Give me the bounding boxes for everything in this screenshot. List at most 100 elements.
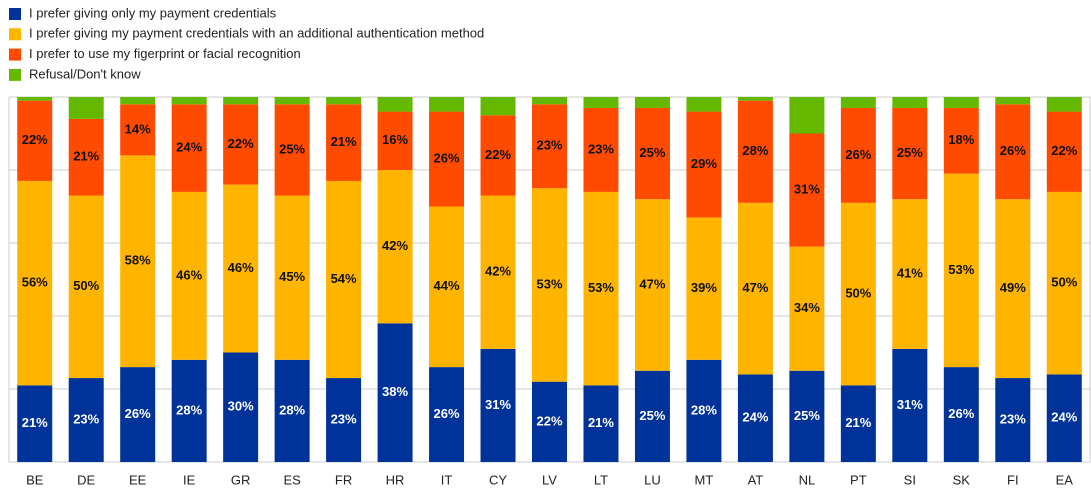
bar-segment: [892, 107, 928, 200]
value-label: 42%: [382, 238, 408, 253]
bar-segment: [995, 378, 1031, 462]
bar-segment: [943, 97, 979, 108]
value-label: 54%: [331, 271, 357, 286]
bar-segment: [789, 133, 825, 247]
bar-segment: [17, 100, 53, 181]
x-tick-label: LV: [542, 472, 557, 487]
value-label: 31%: [794, 182, 820, 197]
bar-segment: [995, 104, 1031, 200]
value-label: 45%: [279, 269, 305, 284]
value-label: 58%: [125, 253, 151, 268]
value-label: 23%: [536, 138, 562, 153]
value-label: 50%: [1051, 275, 1077, 290]
bar-segment: [120, 367, 156, 462]
value-label: 21%: [22, 415, 48, 430]
bar-segment: [171, 359, 207, 462]
value-label: 49%: [1000, 280, 1026, 295]
value-label: 23%: [1000, 411, 1026, 426]
value-label: 53%: [948, 262, 974, 277]
bar-segment: [737, 202, 773, 375]
bar-segment: [840, 97, 876, 108]
x-tick-label: NL: [799, 472, 816, 487]
bar-segment: [892, 97, 928, 108]
bar-segment: [634, 199, 670, 371]
bar-segment: [686, 97, 722, 112]
value-label: 26%: [948, 406, 974, 421]
value-label: 23%: [588, 141, 614, 156]
x-tick-label: GR: [231, 472, 251, 487]
bar-segment: [634, 97, 670, 108]
x-tick-label: EE: [129, 472, 147, 487]
bar-segment: [634, 107, 670, 200]
value-label: 14%: [125, 121, 151, 136]
bar-segment: [840, 385, 876, 462]
value-label: 26%: [434, 406, 460, 421]
value-label: 25%: [794, 408, 820, 423]
value-label: 24%: [1051, 410, 1077, 425]
bar-segment: [789, 97, 825, 134]
bar-segment: [377, 170, 413, 324]
x-tick-label: FI: [1007, 472, 1019, 487]
x-tick-label: HR: [386, 472, 405, 487]
bar-segment: [532, 104, 567, 189]
bar-segment: [532, 381, 567, 462]
value-label: 21%: [331, 134, 357, 149]
value-label: 26%: [1000, 143, 1026, 158]
bar-segment: [120, 155, 156, 368]
value-label: 24%: [742, 410, 768, 425]
value-label: 53%: [536, 276, 562, 291]
bar-segment: [995, 97, 1031, 105]
x-tick-label: LU: [644, 472, 661, 487]
value-label: 44%: [434, 278, 460, 293]
value-label: 22%: [22, 132, 48, 147]
bar-segment: [943, 367, 979, 462]
x-tick-label: BE: [26, 472, 44, 487]
legend-label: I prefer giving my payment credentials w…: [29, 26, 484, 41]
bar-segment: [377, 323, 413, 462]
bar-segment: [480, 348, 516, 462]
value-label: 41%: [897, 265, 923, 280]
bar-segment: [943, 107, 979, 174]
x-tick-label: ES: [283, 472, 301, 487]
bar-segment: [223, 104, 259, 185]
bar-segment: [68, 118, 104, 196]
bar-segment: [995, 199, 1031, 379]
value-label: 25%: [639, 408, 665, 423]
value-label: 16%: [382, 132, 408, 147]
value-label: 25%: [897, 145, 923, 160]
bar-segment: [737, 374, 773, 462]
legend-label: I prefer to use my figerprint or facial …: [29, 46, 301, 61]
value-label: 26%: [125, 406, 151, 421]
value-label: 23%: [73, 411, 99, 426]
legend-swatch: [9, 48, 21, 61]
value-label: 38%: [382, 384, 408, 399]
bar-segment: [274, 195, 310, 360]
value-label: 30%: [228, 399, 254, 414]
bar-segment: [429, 367, 465, 462]
bar-segment: [377, 111, 413, 170]
x-tick-label: PT: [850, 472, 867, 487]
value-label: 28%: [279, 402, 305, 417]
bar-segment: [686, 111, 722, 218]
value-label: 18%: [948, 132, 974, 147]
bar-segment: [1046, 191, 1082, 375]
value-label: 42%: [485, 264, 511, 279]
value-label: 50%: [845, 286, 871, 301]
bar-segment: [68, 378, 104, 462]
value-label: 47%: [639, 276, 665, 291]
bar-segment: [171, 104, 207, 192]
value-label: 31%: [485, 397, 511, 412]
value-label: 23%: [331, 411, 357, 426]
value-label: 26%: [845, 147, 871, 162]
x-tick-label: EA: [1056, 472, 1074, 487]
bar-segment: [171, 97, 207, 105]
x-tick-label: SK: [953, 472, 971, 487]
bar-segment: [223, 97, 259, 105]
bar-segment: [943, 173, 979, 368]
bar-segment: [532, 188, 567, 382]
value-label: 29%: [691, 156, 717, 171]
value-label: 25%: [279, 141, 305, 156]
value-label: 22%: [485, 147, 511, 162]
bar-segment: [223, 352, 259, 462]
